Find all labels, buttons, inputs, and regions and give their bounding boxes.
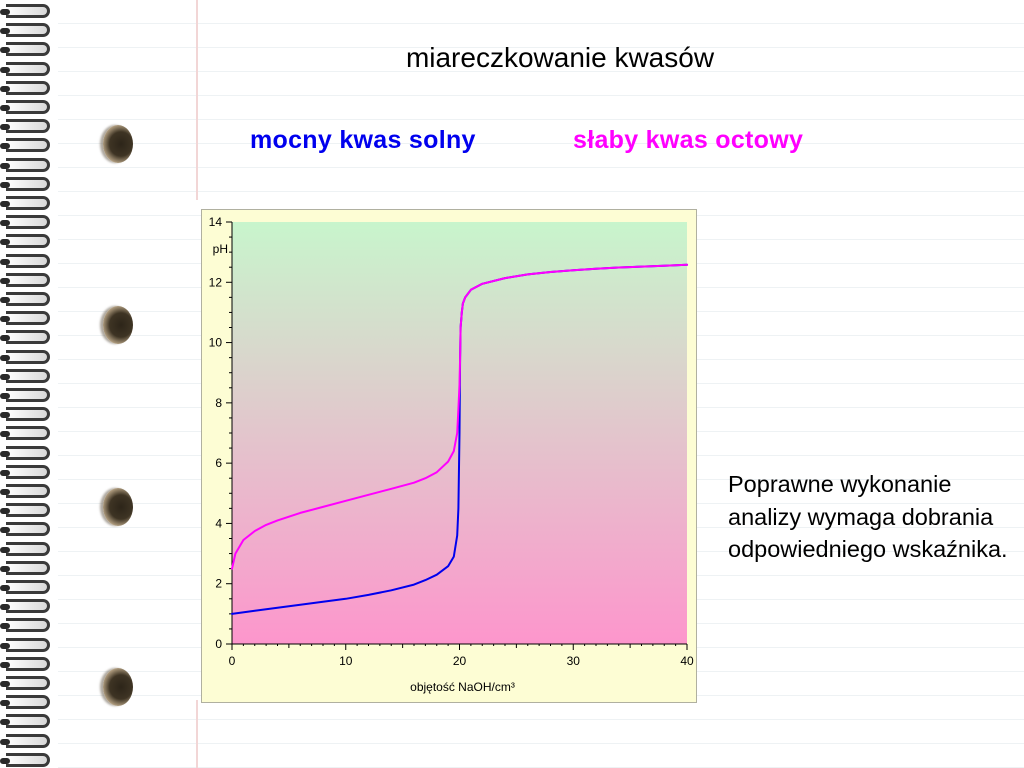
spiral-coil <box>0 349 50 364</box>
spiral-coil <box>0 388 50 402</box>
spiral-coil <box>0 330 50 345</box>
y-tick-label: 14 <box>209 215 223 229</box>
spiral-coil <box>0 234 50 249</box>
spiral-binding <box>0 0 58 768</box>
x-axis-label: objętość NaOH/cm³ <box>410 680 515 694</box>
x-tick-label: 0 <box>229 654 236 668</box>
spiral-coil <box>0 272 50 287</box>
spiral-coil <box>0 119 50 134</box>
spiral-coil <box>0 656 50 671</box>
spiral-coil <box>0 176 50 191</box>
x-tick-label: 20 <box>453 654 467 668</box>
spiral-coil <box>0 196 50 210</box>
spiral-coil <box>0 42 50 57</box>
spiral-coil <box>0 253 50 268</box>
spiral-coil <box>0 484 50 498</box>
y-axis-label: pH <box>213 242 228 256</box>
punch-hole <box>103 668 133 706</box>
y-tick-label: 12 <box>209 275 223 289</box>
spiral-coil <box>0 100 50 114</box>
slide-title: miareczkowanie kwasów <box>405 42 715 73</box>
spiral-coil <box>0 311 50 326</box>
x-tick-label: 10 <box>339 654 353 668</box>
spiral-coil <box>0 618 50 633</box>
y-tick-label: 6 <box>215 456 222 470</box>
spiral-coil <box>0 503 50 518</box>
spiral-coil <box>0 752 50 767</box>
spiral-coil <box>0 676 50 690</box>
note-text: Poprawne wykonanie analizy wymaga dobran… <box>728 471 1008 562</box>
spiral-coil <box>0 368 50 383</box>
spiral-coil <box>0 4 50 18</box>
spiral-coil <box>0 714 50 729</box>
x-tick-label: 30 <box>567 654 581 668</box>
titration-chart: 0 2 4 6 8 10 12 14 0 10 20 30 40 pH objętość NaOH/cm… <box>209 215 694 694</box>
y-tick-label: 0 <box>215 637 222 651</box>
spiral-coil <box>0 445 50 460</box>
spiral-coil <box>0 23 50 38</box>
spiral-coil <box>0 560 50 575</box>
spiral-coil <box>0 426 50 441</box>
punch-hole <box>103 488 133 526</box>
series-line-weak-acid <box>231 263 688 570</box>
spiral-coil <box>0 599 50 614</box>
spiral-coil <box>0 580 50 594</box>
punch-hole <box>103 125 133 163</box>
x-tick-label: 40 <box>680 654 694 668</box>
spiral-coil <box>0 407 50 422</box>
spiral-coil <box>0 464 50 479</box>
y-tick-label: 4 <box>215 516 222 530</box>
spiral-coil <box>0 292 50 306</box>
spiral-coil <box>0 157 50 172</box>
y-tick-label: 2 <box>215 577 222 591</box>
legend-weak-acid: słaby kwas octowy <box>573 126 804 154</box>
spiral-coil <box>0 138 50 153</box>
spiral-coil <box>0 541 50 556</box>
spiral-coil <box>0 695 50 710</box>
punch-hole <box>103 306 133 344</box>
margin-line-lower <box>196 700 198 768</box>
spiral-coil <box>0 80 50 95</box>
y-tick-label: 10 <box>209 336 223 350</box>
legend-strong-acid: mocny kwas solny <box>250 126 476 154</box>
spiral-coil <box>0 733 50 748</box>
spiral-coil <box>0 215 50 230</box>
spiral-coil <box>0 637 50 652</box>
spiral-coil <box>0 61 50 76</box>
margin-line <box>196 0 198 200</box>
y-tick-label: 8 <box>215 396 222 410</box>
spiral-coil <box>0 522 50 537</box>
